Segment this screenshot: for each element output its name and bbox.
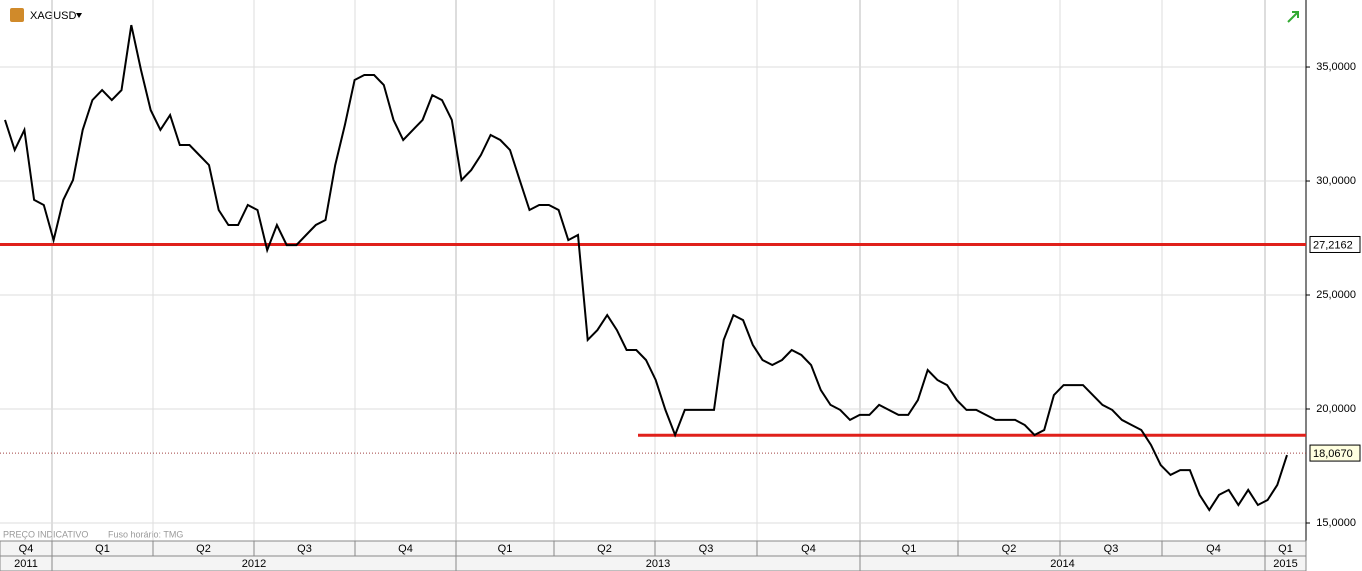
x-tick-label: Q2 [196,543,211,555]
price-label: 18,0670 [1313,448,1353,460]
chart-title[interactable]: XAGUSD [30,10,77,22]
year-label: 2014 [1050,558,1074,570]
x-tick-label: Q1 [1278,543,1293,555]
price-label: 27,2162 [1313,239,1353,251]
y-tick-label: 35,0000 [1316,61,1356,73]
year-label: 2015 [1273,558,1297,570]
symbol-icon [10,8,24,22]
dropdown-arrow[interactable] [76,13,82,18]
price-tag [1309,444,1361,462]
y-tick-label: 30,0000 [1316,175,1356,187]
y-tick-label: 15,0000 [1316,517,1356,529]
x-tick-label: Q1 [902,543,917,555]
x-tick-label: Q2 [1002,543,1017,555]
x-tick-label: Q4 [801,543,816,555]
x-tick-label: Q4 [19,543,34,555]
x-tick-label: Q2 [597,543,612,555]
x-tick-label: Q1 [498,543,513,555]
x-tick-label: Q3 [1104,543,1119,555]
x-tick-label: Q4 [398,543,413,555]
x-tick-label: Q4 [1206,543,1221,555]
note: PREÇO INDICATIVO [3,529,88,539]
y-tick-label: 20,0000 [1316,403,1356,415]
note: Fuso horário: TMG [108,529,183,539]
year-label: 2011 [14,558,38,570]
x-tick-label: Q3 [297,543,312,555]
trend-icon[interactable] [1287,11,1299,23]
x-tick-label: Q1 [95,543,110,555]
year-label: 2013 [646,558,670,570]
x-tick-label: Q3 [699,543,714,555]
year-label: 2012 [242,558,266,570]
price-line [4,24,1288,512]
y-tick-label: 25,0000 [1316,289,1356,301]
price-tag [1309,235,1361,253]
